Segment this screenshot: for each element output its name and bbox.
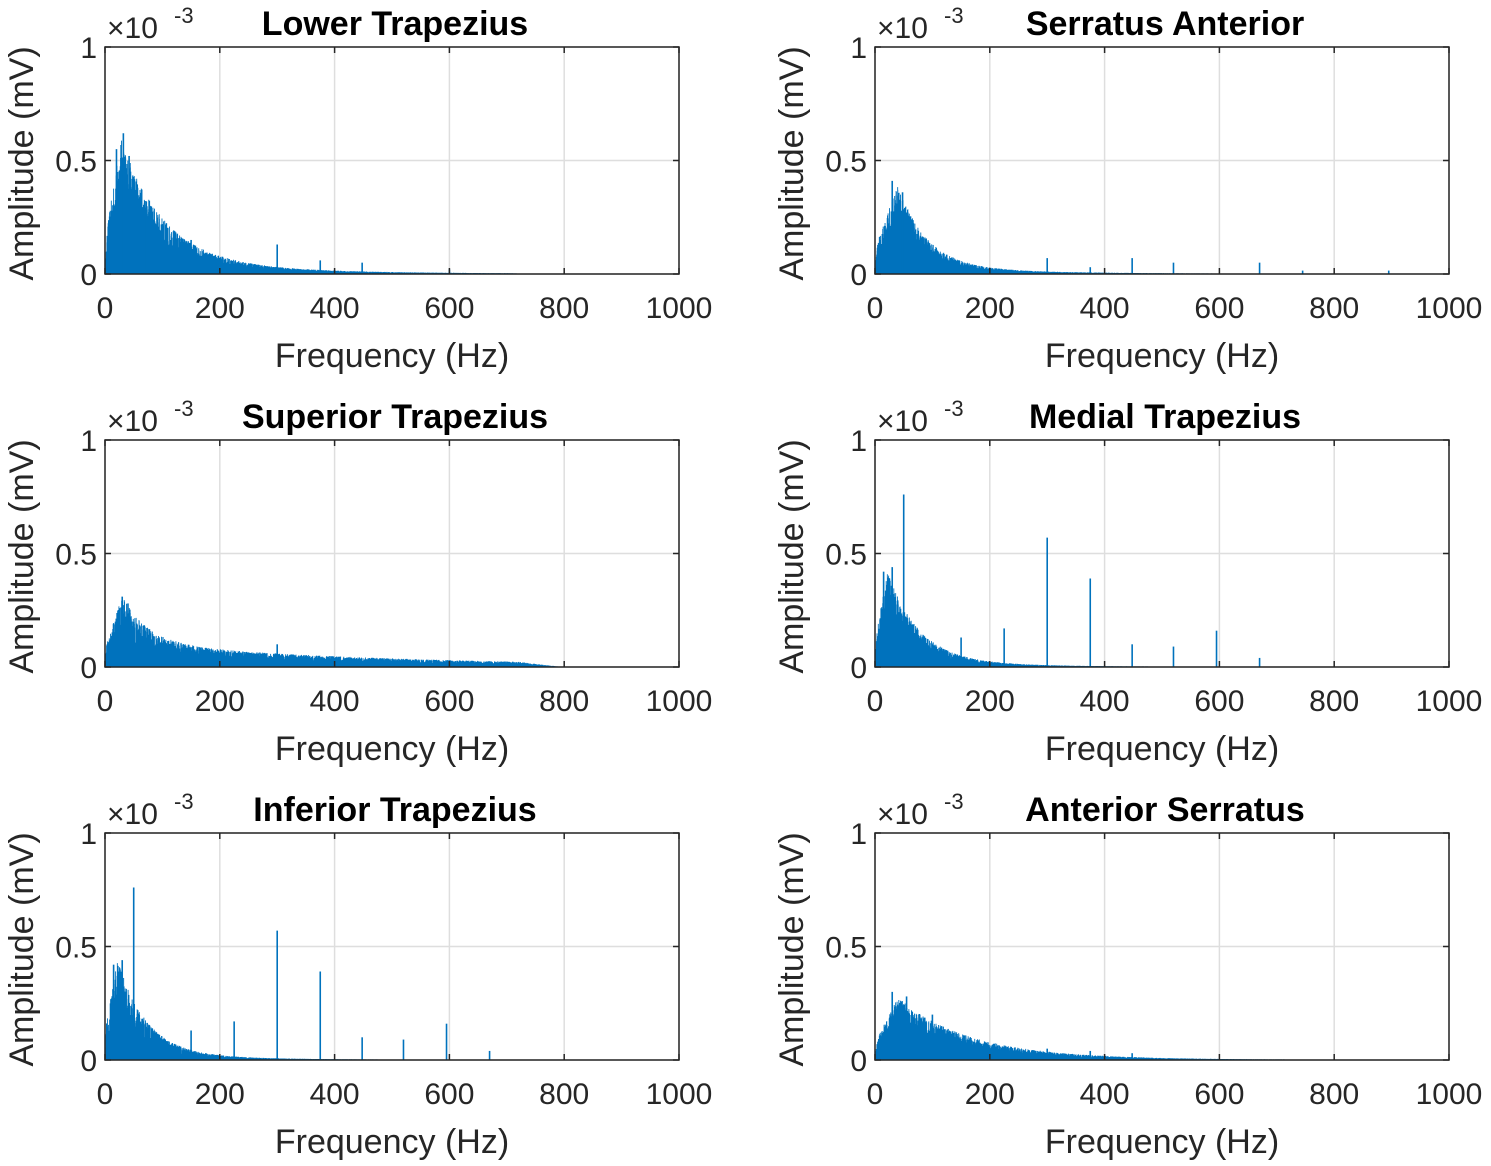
subplot-3: 0 200 400 600 800 1000 0 0.5 1 ×10 -3 Superior Trap… [3, 396, 712, 768]
y-axis-multiplier-exponent: -3 [944, 789, 964, 814]
x-axis-label: Frequency (Hz) [1045, 730, 1279, 768]
x-tick-label: 200 [965, 1078, 1015, 1111]
subplot-4: 0 200 400 600 800 1000 0 0.5 1 ×10 -3 Medial Trapez… [773, 396, 1482, 768]
y-tick-label: 1 [80, 818, 97, 851]
x-tick-label: 800 [1309, 1078, 1359, 1111]
x-tick-label: 600 [424, 685, 474, 718]
x-tick-label: 1000 [1416, 1078, 1483, 1111]
y-tick-label: 1 [850, 425, 867, 458]
y-tick-label: 0.5 [825, 932, 867, 965]
x-tick-label: 600 [1194, 685, 1244, 718]
subplot-2: 0 200 400 600 800 1000 0 0.5 1 ×10 -3 Serratus Ante… [773, 3, 1482, 375]
y-axis-multiplier: ×10 [107, 798, 158, 831]
y-tick-label: 0.5 [55, 539, 97, 572]
y-axis-multiplier-exponent: -3 [174, 3, 194, 28]
x-tick-label: 800 [539, 292, 589, 325]
x-tick-label: 400 [1080, 1078, 1130, 1111]
x-tick-label: 0 [867, 292, 884, 325]
y-tick-label: 0.5 [825, 146, 867, 179]
x-tick-label: 1000 [646, 292, 713, 325]
y-tick-label: 0 [80, 1045, 97, 1078]
subplot-title: Inferior Trapezius [253, 791, 536, 829]
y-tick-label: 0 [80, 652, 97, 685]
x-axis-label: Frequency (Hz) [275, 730, 509, 768]
y-axis-label: Amplitude (mV) [773, 832, 811, 1066]
y-tick-label: 1 [850, 818, 867, 851]
x-axis-label: Frequency (Hz) [275, 1123, 509, 1161]
x-tick-label: 600 [424, 292, 474, 325]
x-tick-label: 800 [539, 1078, 589, 1111]
x-tick-label: 800 [1309, 685, 1359, 718]
y-axis-label: Amplitude (mV) [3, 46, 41, 280]
x-tick-label: 1000 [1416, 685, 1483, 718]
y-axis-multiplier: ×10 [107, 405, 158, 438]
y-axis-multiplier-exponent: -3 [944, 396, 964, 421]
y-axis-label: Amplitude (mV) [773, 46, 811, 280]
y-tick-label: 0.5 [55, 146, 97, 179]
x-tick-label: 0 [97, 1078, 114, 1111]
subplot-title: Serratus Anterior [1026, 5, 1304, 43]
subplot-1: 0 200 400 600 800 1000 0 0.5 1 ×10 -3 Lower Trapezi… [3, 3, 712, 375]
subplot-title: Anterior Serratus [1025, 791, 1305, 829]
y-axis-multiplier: ×10 [877, 798, 928, 831]
x-tick-label: 600 [424, 1078, 474, 1111]
x-tick-label: 1000 [1416, 292, 1483, 325]
y-tick-label: 1 [80, 425, 97, 458]
x-tick-label: 400 [1080, 292, 1130, 325]
x-tick-label: 0 [97, 292, 114, 325]
subplot-title: Medial Trapezius [1029, 398, 1301, 436]
x-axis-label: Frequency (Hz) [1045, 337, 1279, 375]
y-axis-multiplier-exponent: -3 [174, 396, 194, 421]
y-axis-multiplier: ×10 [107, 12, 158, 45]
x-tick-label: 400 [310, 292, 360, 325]
subplot-6: 0 200 400 600 800 1000 0 0.5 1 ×10 -3 Anterior Serr… [773, 789, 1482, 1161]
x-tick-label: 1000 [646, 1078, 713, 1111]
x-tick-label: 200 [195, 1078, 245, 1111]
x-tick-label: 200 [195, 685, 245, 718]
x-tick-label: 200 [195, 292, 245, 325]
x-tick-label: 0 [867, 685, 884, 718]
subplot-title: Lower Trapezius [262, 5, 528, 43]
subplot-5: 0 200 400 600 800 1000 0 0.5 1 ×10 -3 Inferior Trap… [3, 789, 712, 1161]
x-tick-label: 400 [1080, 685, 1130, 718]
y-axis-multiplier-exponent: -3 [174, 789, 194, 814]
y-tick-label: 0 [850, 652, 867, 685]
x-tick-label: 600 [1194, 1078, 1244, 1111]
x-axis-label: Frequency (Hz) [1045, 1123, 1279, 1161]
x-tick-label: 200 [965, 685, 1015, 718]
y-tick-label: 0.5 [825, 539, 867, 572]
y-tick-label: 0 [80, 259, 97, 292]
x-tick-label: 800 [539, 685, 589, 718]
y-axis-label: Amplitude (mV) [773, 439, 811, 673]
y-tick-label: 1 [80, 32, 97, 65]
x-tick-label: 1000 [646, 685, 713, 718]
subplot-title: Superior Trapezius [242, 398, 548, 436]
y-tick-label: 0 [850, 1045, 867, 1078]
y-axis-multiplier: ×10 [877, 12, 928, 45]
x-tick-label: 600 [1194, 292, 1244, 325]
x-axis-label: Frequency (Hz) [275, 337, 509, 375]
y-axis-multiplier: ×10 [877, 405, 928, 438]
y-axis-label: Amplitude (mV) [3, 439, 41, 673]
y-tick-label: 0.5 [55, 932, 97, 965]
x-tick-label: 0 [97, 685, 114, 718]
x-tick-label: 400 [310, 1078, 360, 1111]
x-tick-label: 200 [965, 292, 1015, 325]
y-tick-label: 1 [850, 32, 867, 65]
x-tick-label: 400 [310, 685, 360, 718]
x-tick-label: 0 [867, 1078, 884, 1111]
x-tick-label: 800 [1309, 292, 1359, 325]
y-tick-label: 0 [850, 259, 867, 292]
y-axis-multiplier-exponent: -3 [944, 3, 964, 28]
y-axis-label: Amplitude (mV) [3, 832, 41, 1066]
